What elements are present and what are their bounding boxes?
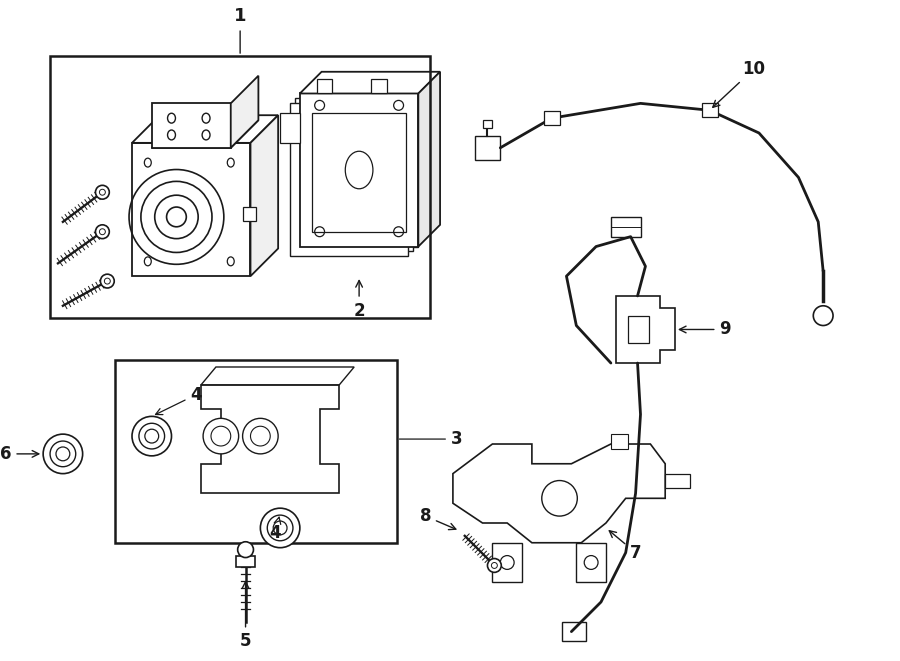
Text: 9: 9 <box>680 321 731 338</box>
Text: 3: 3 <box>400 430 463 448</box>
Circle shape <box>50 441 76 467</box>
Polygon shape <box>201 385 339 493</box>
Bar <box>50 56 430 318</box>
Polygon shape <box>280 113 300 143</box>
Text: 2: 2 <box>354 280 364 320</box>
Polygon shape <box>665 474 690 488</box>
Text: 7: 7 <box>609 531 642 562</box>
Text: 6: 6 <box>0 445 39 463</box>
Circle shape <box>95 185 109 199</box>
Polygon shape <box>201 367 355 385</box>
Circle shape <box>274 521 287 535</box>
Polygon shape <box>295 98 413 251</box>
Polygon shape <box>562 622 586 641</box>
Bar <box>236 556 256 567</box>
Polygon shape <box>152 103 230 148</box>
Circle shape <box>814 306 833 325</box>
Bar <box>311 113 407 232</box>
Polygon shape <box>616 296 675 363</box>
Bar <box>702 103 717 117</box>
Circle shape <box>56 447 70 461</box>
Circle shape <box>139 423 165 449</box>
Polygon shape <box>132 143 250 276</box>
Polygon shape <box>132 115 278 143</box>
Polygon shape <box>230 76 258 148</box>
Circle shape <box>260 508 300 548</box>
Bar <box>482 120 492 128</box>
Circle shape <box>132 416 172 456</box>
Polygon shape <box>250 115 278 276</box>
Polygon shape <box>371 79 387 93</box>
Text: 4: 4 <box>269 517 281 542</box>
Polygon shape <box>290 103 409 256</box>
Text: 10: 10 <box>713 59 766 107</box>
Circle shape <box>43 434 83 474</box>
Text: 5: 5 <box>239 582 251 650</box>
Circle shape <box>267 515 293 541</box>
Bar <box>627 316 650 343</box>
Text: 1: 1 <box>234 7 247 53</box>
Polygon shape <box>300 93 418 247</box>
Polygon shape <box>611 434 627 449</box>
Polygon shape <box>474 136 500 160</box>
Polygon shape <box>576 543 606 582</box>
Polygon shape <box>611 217 641 237</box>
Polygon shape <box>492 543 522 582</box>
Polygon shape <box>152 120 258 148</box>
Polygon shape <box>418 72 440 247</box>
Circle shape <box>243 418 278 454</box>
Circle shape <box>95 225 109 239</box>
Circle shape <box>542 481 577 516</box>
Circle shape <box>101 274 114 288</box>
Bar <box>243 207 256 221</box>
Circle shape <box>203 418 238 454</box>
Polygon shape <box>317 79 332 93</box>
Circle shape <box>238 542 254 558</box>
Text: 4: 4 <box>156 385 202 414</box>
Polygon shape <box>453 444 665 543</box>
Polygon shape <box>300 72 440 93</box>
Circle shape <box>145 429 158 443</box>
Text: 8: 8 <box>419 507 455 529</box>
Polygon shape <box>300 93 418 247</box>
Bar <box>115 360 397 543</box>
Circle shape <box>488 559 501 572</box>
Bar <box>544 111 560 125</box>
